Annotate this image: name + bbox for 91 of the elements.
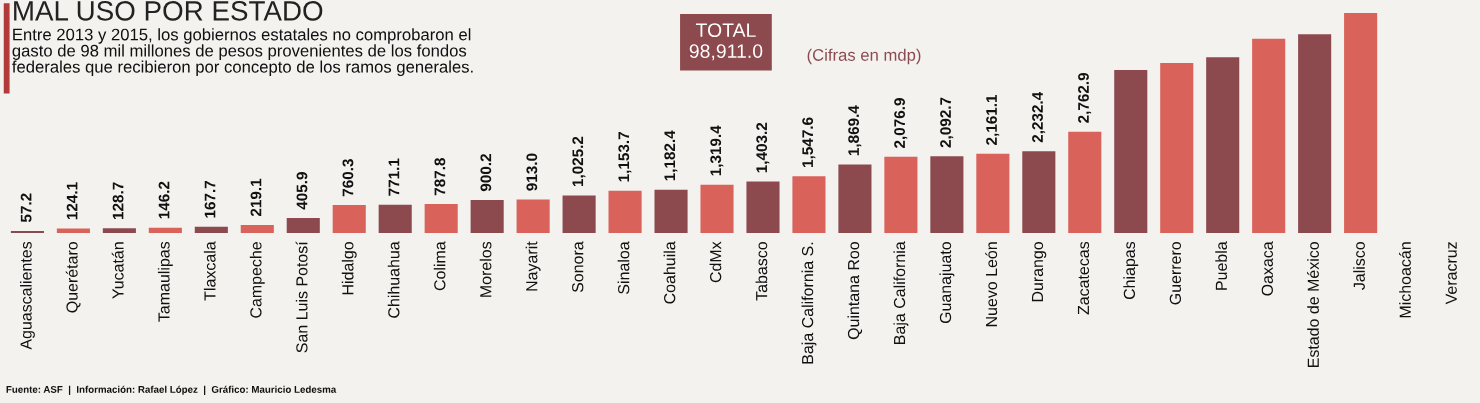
x-tick-label: Puebla	[1215, 241, 1227, 290]
bar	[930, 156, 964, 233]
data-label: 1,319.4	[710, 125, 724, 176]
x-tick-label: Sonora	[572, 241, 584, 293]
annotation: TOTAL 98,911.0	[689, 23, 763, 61]
bar	[10, 230, 44, 233]
bar	[1252, 38, 1286, 233]
x-tick-label: Morelos	[479, 241, 492, 297]
x-tick-label: Tlaxcala	[203, 241, 216, 301]
bar	[700, 184, 734, 233]
bar	[562, 195, 596, 233]
data-label: 405.9	[296, 172, 308, 210]
x-tick-label: Estado de México	[1307, 242, 1319, 367]
x-tick-label: Yucatán	[111, 242, 124, 299]
x-tick-label: Veracruz	[1445, 242, 1457, 305]
x-tick-label: Nuevo León	[985, 242, 998, 327]
x-tick-label: Guanajuato	[939, 242, 955, 324]
bar	[838, 164, 872, 233]
annotation: (Cifras en mdp)	[807, 48, 921, 65]
bar	[884, 156, 918, 233]
data-label: 787.8	[434, 158, 446, 196]
bar	[56, 228, 90, 233]
x-tick-label: CdMx	[709, 241, 722, 283]
x-tick-label: Zacatecas	[1077, 241, 1090, 315]
x-tick-label: Tabasco	[755, 242, 768, 301]
data-label: 1,869.4	[848, 105, 862, 156]
x-tick-label: Chihuahua	[387, 241, 400, 318]
data-label: 2,232.4	[1032, 91, 1046, 143]
x-tick-label: San Luis Potosí	[295, 241, 308, 353]
data-label: 913.0	[526, 153, 538, 191]
data-label: 771.1	[388, 158, 400, 196]
bar	[424, 204, 458, 233]
data-label: 2,076.9	[894, 98, 908, 148]
x-tick-label: Quintana Roo	[847, 242, 863, 340]
text: Entre 2013 y 2015, los gobiernos estatales no comprobaron el gasto de 98 mil millones de pesos provenientes de los fondos federales que recibieron por concepto de los ramos generales.	[12, 28, 473, 77]
data-label: 1,025.2	[572, 136, 586, 187]
bar	[1068, 131, 1102, 233]
bar	[470, 199, 504, 233]
data-label: 1,547.6	[802, 117, 816, 167]
x-tick-label: Colima	[433, 241, 446, 291]
data-label: 2,092.7	[940, 97, 954, 148]
bar	[1160, 63, 1194, 233]
x-tick-label: Oaxaca	[1261, 241, 1273, 296]
bar	[976, 153, 1010, 233]
chart-title: MAL USO POR ESTADO	[14, 1, 323, 21]
bar	[1114, 70, 1148, 233]
x-tick-label: Guerrero	[1169, 242, 1182, 305]
bar	[240, 224, 274, 233]
data-label: 128.7	[112, 182, 124, 219]
x-tick-label: Michoacán	[1398, 242, 1411, 318]
bar	[792, 176, 826, 233]
bar	[746, 181, 780, 233]
x-tick-label: Campeche	[249, 242, 265, 318]
x-tick-label: Durango	[1031, 242, 1047, 302]
x-tick-label: Tamaulipas	[157, 241, 173, 322]
data-label: 124.1	[66, 182, 78, 220]
bar	[102, 228, 136, 233]
bar	[516, 199, 550, 233]
bar	[654, 189, 688, 233]
bar	[1298, 34, 1332, 233]
bar	[148, 227, 182, 233]
bar	[1022, 151, 1056, 233]
x-tick-label: Aguascalientes	[19, 241, 35, 350]
x-tick-label: Jalisco	[1353, 242, 1365, 290]
data-label: 2,762.9	[1078, 72, 1092, 123]
bar	[286, 218, 320, 233]
data-label: 1,403.2	[756, 122, 770, 173]
data-label: 2,161.1	[986, 94, 1000, 145]
x-tick-label: Baja California S.	[801, 242, 817, 364]
bar	[1206, 57, 1240, 233]
x-tick-label: Baja California	[893, 241, 909, 344]
x-tick-label: Hidalgo	[341, 242, 357, 295]
source-note: Fuente: ASF | Información: Rafael López | Gráfico: Mauricio Ledesma	[6, 385, 337, 395]
data-label: 146.2	[158, 181, 170, 219]
bar	[332, 205, 366, 233]
bar	[608, 190, 642, 233]
data-label: 900.2	[480, 154, 492, 192]
data-label: 57.2	[20, 193, 32, 223]
data-label: 167.7	[204, 180, 216, 218]
x-tick-label: Querétaro	[65, 242, 81, 313]
data-label: 219.1	[250, 178, 262, 217]
data-label: 1,153.7	[618, 132, 632, 182]
x-tick-label: Chiapas	[1123, 241, 1139, 300]
bar	[194, 226, 228, 233]
x-tick-label: Nayarit	[525, 241, 541, 291]
x-tick-label: Coahuila	[663, 241, 676, 304]
data-label: 760.3	[342, 159, 354, 197]
data-label: 1,182.4	[664, 130, 678, 181]
bar	[378, 204, 412, 233]
bar	[1344, 13, 1378, 233]
x-tick-label: Sinaloa	[617, 241, 630, 294]
